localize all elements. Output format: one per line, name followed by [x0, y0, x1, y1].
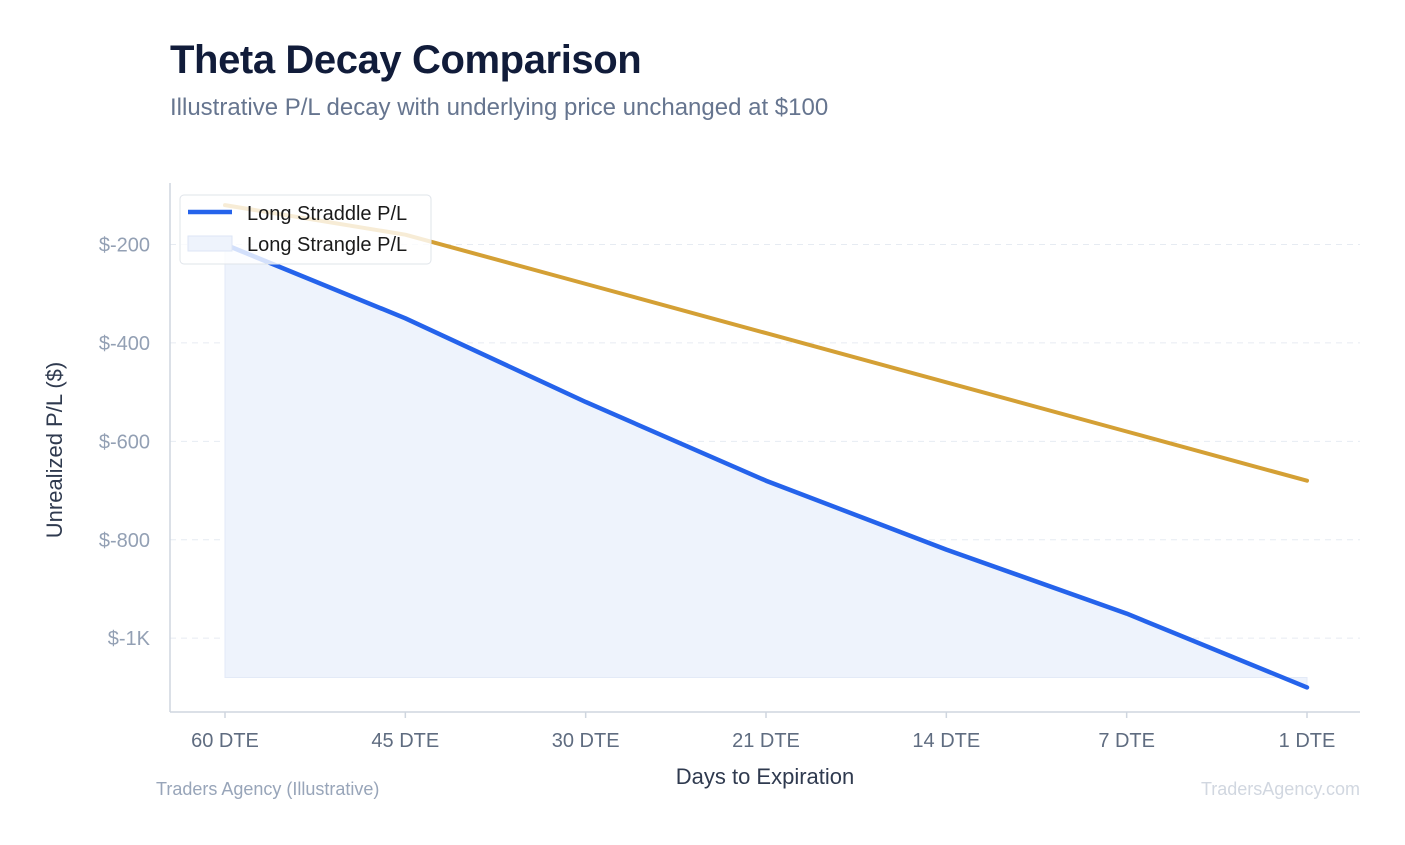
x-tick-label: 14 DTE	[912, 730, 980, 752]
footer-source: Traders Agency (Illustrative)	[156, 779, 380, 799]
y-tick-label: $-800	[99, 530, 150, 552]
y-tick-label: $-600	[99, 431, 150, 453]
y-tick-label: $-200	[99, 235, 150, 257]
x-tick-label: 21 DTE	[732, 730, 800, 752]
legend-swatch-strangle	[187, 235, 233, 252]
x-tick-label: 7 DTE	[1098, 730, 1155, 752]
axes	[169, 183, 1360, 713]
y-tick-label: $-400	[99, 333, 150, 355]
x-tick-label: 30 DTE	[552, 730, 620, 752]
x-tick-label: 60 DTE	[191, 730, 259, 752]
legend-box	[179, 194, 432, 265]
x-tick-labels: 60 DTE 45 DTE 30 DTE 21 DTE 14 DTE 7 DTE 1 DTE	[191, 712, 1335, 752]
x-tick-label: 45 DTE	[371, 730, 439, 752]
footer-watermark: TradersAgency.com	[1200, 779, 1360, 799]
y-axis-title: Unrealized P/L ($)	[42, 362, 67, 538]
x-tick-label: 1 DTE	[1279, 730, 1336, 752]
legend: Long Straddle P/L Long Strangle P/L	[179, 194, 432, 265]
y-tick-labels: $-200 $-400 $-600 $-800 $-1K	[99, 235, 151, 651]
legend-label-straddle: Long Straddle P/L	[247, 203, 407, 225]
y-tick-label: $-1K	[108, 628, 151, 650]
legend-label-strangle: Long Strangle P/L	[247, 234, 407, 256]
chart-title: Theta Decay Comparison	[170, 38, 642, 82]
x-axis-title: Days to Expiration	[676, 764, 855, 789]
chart-subtitle: Illustrative P/L decay with underlying p…	[170, 94, 829, 121]
